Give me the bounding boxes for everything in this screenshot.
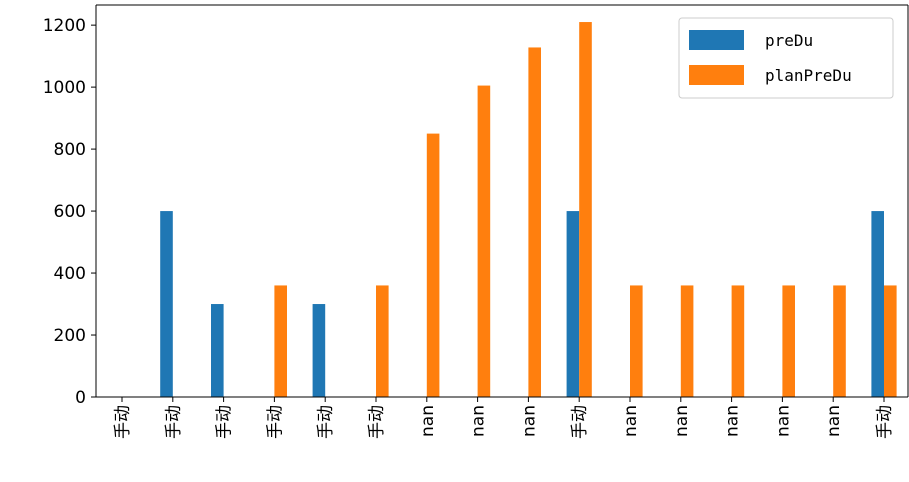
x-tick-label: nan: [672, 405, 692, 437]
x-tick-label: 手动: [113, 405, 133, 439]
bar-planPreDu-14: [833, 285, 846, 397]
legend-label-1: planPreDu: [765, 66, 852, 85]
x-axis: 手动 手动 手动 手动 手动 手动 nan nan nan 手动 nan nan nan nan nan 手动: [113, 397, 895, 439]
x-tick-label: nan: [824, 405, 844, 437]
x-tick-label: nan: [418, 405, 438, 437]
x-tick-label: 手动: [316, 405, 336, 439]
bar-planPreDu-9: [579, 22, 592, 397]
bar-planPreDu-12: [731, 285, 745, 397]
x-tick-label: nan: [519, 405, 539, 437]
legend-swatch-0: [689, 30, 744, 50]
bar-preDu-9: [566, 211, 580, 397]
bar-preDu-2: [211, 304, 224, 397]
bar-preDu-4: [312, 304, 326, 397]
y-tick-label: 800: [54, 140, 86, 160]
bar-planPreDu-11: [680, 285, 694, 397]
x-tick-label: 手动: [164, 405, 184, 439]
bar-planPreDu-15: [884, 285, 897, 397]
bar-planPreDu-6: [426, 133, 440, 398]
bar-preDu-15: [871, 211, 884, 397]
bar-preDu-1: [160, 211, 173, 397]
bar-planPreDu-10: [630, 285, 643, 397]
x-tick-label: 手动: [265, 405, 285, 439]
x-tick-label: nan: [773, 405, 793, 437]
legend-label-0: preDu: [765, 31, 813, 50]
y-tick-label: 1000: [43, 78, 86, 98]
bar-planPreDu-7: [477, 85, 491, 398]
y-tick-label: 200: [54, 326, 86, 346]
bar-planPreDu-13: [782, 285, 795, 397]
legend: preDu planPreDu: [678, 17, 894, 99]
bars-group: [160, 22, 897, 398]
y-tick-label: 0: [75, 388, 86, 408]
legend-swatch-1: [689, 65, 744, 85]
x-tick-label: 手动: [367, 405, 387, 439]
x-tick-label: nan: [469, 405, 489, 437]
bar-planPreDu-3: [274, 285, 287, 397]
bar-planPreDu-5: [376, 285, 389, 397]
x-tick-label: nan: [621, 405, 641, 437]
x-tick-label: nan: [723, 405, 743, 437]
y-tick-label: 400: [54, 264, 86, 284]
x-tick-label: 手动: [215, 405, 235, 439]
y-tick-label: 600: [54, 202, 86, 222]
bar-planPreDu-8: [528, 47, 541, 397]
y-tick-label: 1200: [43, 16, 86, 36]
y-axis: 0 200 400 600 800 1000 1200: [43, 16, 96, 408]
x-tick-label: 手动: [875, 405, 895, 439]
x-tick-label: 手动: [570, 405, 590, 439]
